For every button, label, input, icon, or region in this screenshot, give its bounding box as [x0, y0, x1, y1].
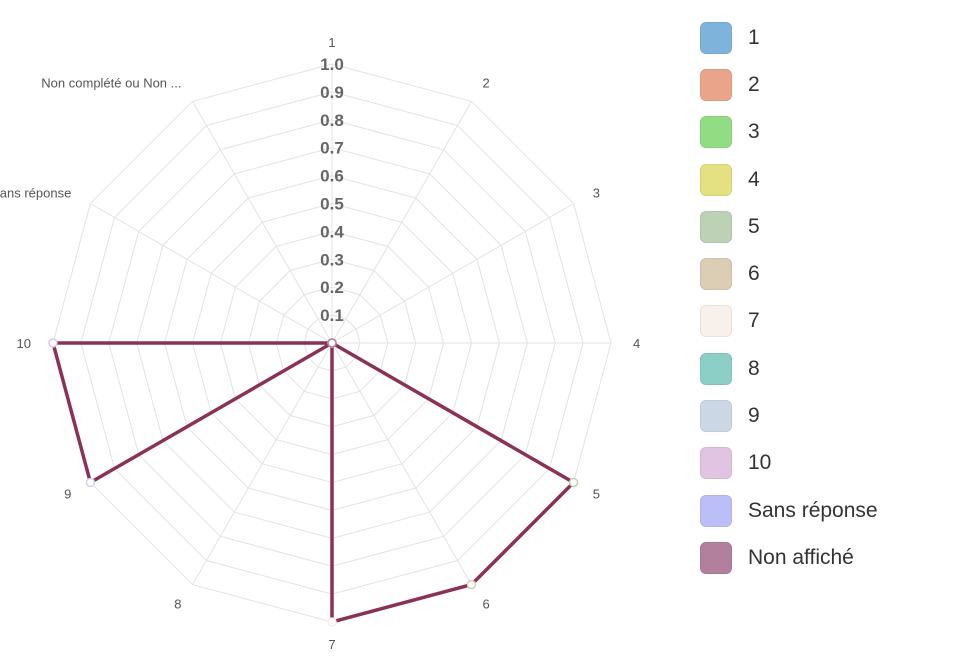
legend-swatch — [700, 116, 732, 149]
legend-item[interactable]: 2 — [700, 61, 955, 108]
axis-label: 2 — [483, 75, 490, 90]
legend-item[interactable]: 9 — [700, 392, 955, 439]
legend-label: 10 — [748, 451, 772, 475]
tick-label: 0.3 — [320, 250, 344, 269]
legend-label: 7 — [748, 309, 760, 333]
legend-swatch — [700, 352, 732, 385]
legend-swatch — [700, 541, 732, 574]
legend-item[interactable]: 7 — [700, 298, 955, 345]
axis-label: 9 — [64, 487, 71, 502]
legend-swatch — [700, 305, 732, 338]
legend-item[interactable]: 4 — [700, 156, 955, 203]
legend-item[interactable]: 1 — [700, 14, 955, 61]
grid-spoke — [331, 101, 472, 344]
legend-item[interactable]: 5 — [700, 203, 955, 250]
legend-item[interactable]: 10 — [700, 440, 955, 487]
legend-swatch — [700, 21, 732, 54]
legend-swatch — [700, 447, 732, 480]
legend-label: 4 — [748, 167, 760, 191]
legend-label: 5 — [748, 214, 760, 238]
axis-label: 6 — [483, 597, 490, 612]
tick-label: 1.0 — [320, 55, 344, 74]
legend-swatch — [700, 68, 732, 101]
axis-label: 10 — [17, 336, 31, 351]
legend-item[interactable]: 8 — [700, 345, 955, 392]
data-point — [327, 617, 337, 627]
legend-label: 8 — [748, 356, 760, 380]
axis-label: 8 — [174, 597, 181, 612]
legend-swatch — [700, 258, 732, 291]
tick-label: 0.7 — [320, 139, 344, 158]
legend-label: 2 — [748, 72, 760, 96]
legend-item[interactable]: 3 — [700, 109, 955, 156]
tick-label: 0.5 — [320, 195, 344, 214]
data-point — [466, 579, 477, 590]
tick-label: 0.4 — [320, 222, 344, 241]
axis-label: 4 — [633, 336, 640, 351]
axis-label: 5 — [593, 487, 600, 502]
grid-spoke — [331, 342, 472, 585]
series-line — [50, 339, 577, 625]
legend-label: Sans réponse — [748, 498, 878, 522]
legend-item[interactable]: Non affiché — [700, 534, 955, 581]
data-point — [48, 338, 58, 348]
legend-label: 6 — [748, 262, 760, 286]
grid-spoke — [192, 101, 333, 344]
legend-label: 3 — [748, 120, 760, 144]
grid-spoke — [331, 203, 574, 344]
axis-label: 7 — [328, 637, 335, 652]
axis-label: 3 — [593, 186, 600, 201]
radar-chart: 0.1 0.2 0.3 0.4 0.5 0.6 0.7 0.8 0.9 1.0 1 2 3 4 5 6 7 8 9 1… — [0, 35, 640, 652]
legend: 1 2 3 4 5 6 7 8 9 10 Sans réponse Non affiché — [700, 14, 955, 582]
legend-swatch — [700, 494, 732, 527]
axis-label: Non complété ou Non ... — [41, 75, 181, 90]
tick-label: 0.1 — [320, 306, 344, 325]
legend-label: 9 — [748, 404, 760, 428]
legend-swatch — [700, 400, 732, 433]
legend-item[interactable]: 6 — [700, 250, 955, 297]
axis-label: 1 — [328, 35, 335, 50]
grid-spoke — [192, 342, 333, 585]
legend-swatch — [700, 210, 732, 243]
tick-label: 0.8 — [320, 111, 344, 130]
axis-label: Sans réponse — [0, 186, 71, 201]
tick-label: 0.9 — [320, 83, 344, 102]
tick-label: 0.2 — [320, 278, 344, 297]
legend-swatch — [700, 163, 732, 196]
data-point — [85, 477, 96, 488]
legend-label: Non affiché — [748, 545, 854, 569]
data-point — [568, 477, 579, 488]
data-point — [327, 338, 337, 348]
legend-item[interactable]: Sans réponse — [700, 487, 955, 534]
tick-label: 0.6 — [320, 167, 344, 186]
grid-spoke — [90, 203, 333, 344]
legend-label: 1 — [748, 25, 760, 49]
